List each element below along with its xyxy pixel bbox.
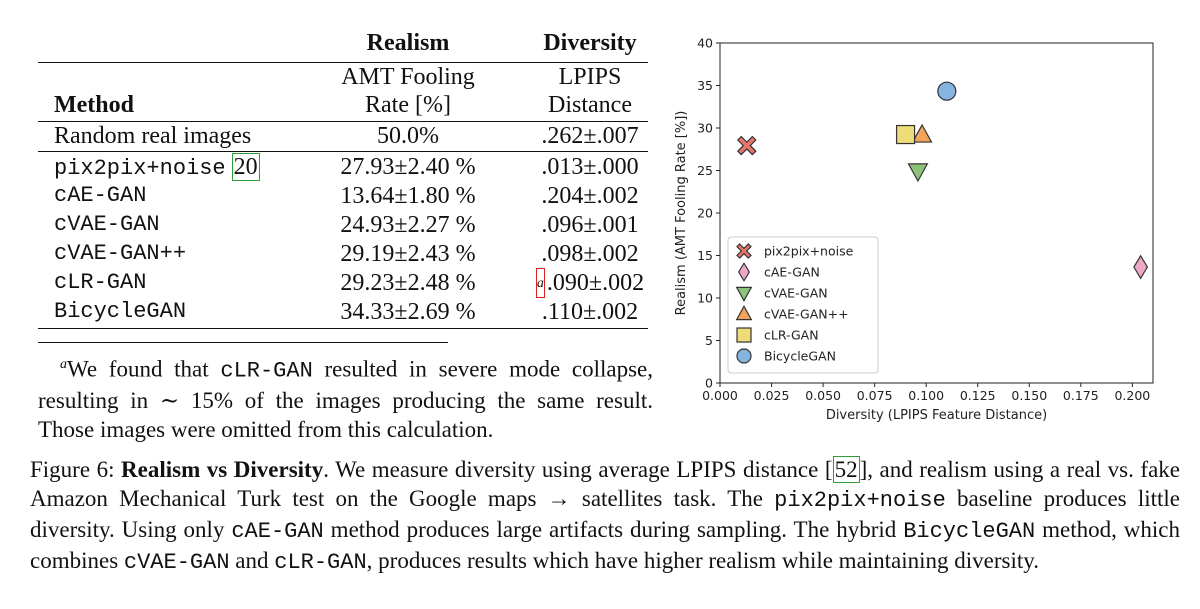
method-name: cVAE-GAN++ xyxy=(54,241,187,266)
caption-title: Realism vs Diversity xyxy=(121,457,324,482)
legend-label: cVAE-GAN++ xyxy=(764,307,849,322)
baseline-diversity: .262±.007 xyxy=(541,123,639,149)
realism-group-header: Realism xyxy=(366,30,450,56)
figure-caption: Figure 6: Realism vs Diversity. We measu… xyxy=(30,456,1181,575)
legend-marker xyxy=(736,243,752,259)
method-name: cAE-GAN xyxy=(54,183,147,208)
diversity-sub-header-1: LPIPS xyxy=(558,64,622,90)
legend-box xyxy=(727,236,879,374)
method-name: pix2pix+noise xyxy=(54,156,226,181)
realism-value: 29.19±2.43 % xyxy=(340,241,476,267)
citation-link[interactable]: 20 xyxy=(231,153,260,181)
x-tick-label: 0.025 xyxy=(754,388,790,403)
diversity-value: .110±.002 xyxy=(541,299,639,325)
legend-label: pix2pix+noise xyxy=(764,244,854,259)
realism-value: 13.64±1.80 % xyxy=(340,183,476,209)
data-point-cvae-gan xyxy=(907,163,929,183)
table-row: pix2pix+noise 20 27.93±2.40 % .013±.000 xyxy=(38,152,648,182)
baseline-method: Random real images xyxy=(54,123,252,149)
diversity-group-header: Diversity xyxy=(543,30,637,56)
y-tick-label: 5 xyxy=(705,333,713,348)
y-axis-label: Realism (AMT Fooling Rate [%]) xyxy=(674,111,689,316)
legend-label: BicycleGAN xyxy=(764,349,836,364)
baseline-rule xyxy=(38,151,648,152)
method-name: cLR-GAN xyxy=(54,270,147,295)
y-tick-label: 10 xyxy=(697,291,713,306)
data-point-pix2pix-noise xyxy=(736,135,757,156)
method-header: Method xyxy=(54,92,134,118)
diversity-sub-header-2: Distance xyxy=(548,92,632,118)
y-tick-label: 20 xyxy=(697,206,713,221)
y-tick-label: 30 xyxy=(697,121,713,136)
table-row: BicycleGAN 34.33±2.69 % .110±.002 xyxy=(38,297,648,327)
diversity-value: .098±.002 xyxy=(541,241,639,267)
method-name: cVAE-GAN xyxy=(54,212,160,237)
realism-diversity-scatter-chart: 0.000 0.025 0.050 0.075 0.100 0.125 0.150 0.175… xyxy=(674,36,1154,423)
x-tick-label: 0.175 xyxy=(1063,388,1099,403)
footnote-rule xyxy=(38,342,448,343)
x-tick-label: 0.125 xyxy=(960,388,996,403)
x-axis-label: Diversity (LPIPS Feature Distance) xyxy=(826,408,1047,423)
realism-value: 34.33±2.69 % xyxy=(340,299,476,325)
data-point-clr-gan xyxy=(895,124,916,145)
x-tick-label: 0.075 xyxy=(857,388,893,403)
diversity-value: .013±.000 xyxy=(541,154,639,180)
realism-value: 24.93±2.27 % xyxy=(340,212,476,238)
realism-value: 29.23±2.48 % xyxy=(340,270,476,296)
table-row: cLR-GAN 29.23±2.48 % a .090±.002 xyxy=(38,268,648,298)
realism-sub-header-1: AMT Fooling xyxy=(341,64,475,90)
citation-link[interactable]: 52 xyxy=(832,456,860,483)
y-tick-label: 35 xyxy=(697,78,713,93)
y-tick-label: 25 xyxy=(697,163,713,178)
footnote-link[interactable]: a xyxy=(535,268,545,298)
legend-marker xyxy=(738,262,750,282)
realism-sub-header-2: Rate [%] xyxy=(365,92,451,118)
legend-label: cLR-GAN xyxy=(764,328,819,343)
data-point-cae-gan xyxy=(1133,254,1149,280)
baseline-row: Random real images 50.0% .262±.007 xyxy=(38,121,648,151)
data-point-cvae-gan- xyxy=(911,123,933,143)
legend-marker xyxy=(735,305,753,321)
realism-value: 27.93±2.40 % xyxy=(340,154,476,180)
x-tick-label: 0.150 xyxy=(1011,388,1047,403)
data-point-bicyclegan xyxy=(937,81,957,101)
diversity-value: .204±.002 xyxy=(541,183,639,209)
diversity-value: a .090±.002 xyxy=(535,268,645,298)
y-tick-label: 40 xyxy=(697,36,713,51)
table-group-header: Realism Diversity xyxy=(38,28,648,58)
x-tick-label: 0.200 xyxy=(1114,388,1150,403)
x-tick-label: 0.100 xyxy=(908,388,944,403)
x-tick-label: 0.050 xyxy=(805,388,841,403)
y-tick-label: 0 xyxy=(705,376,713,391)
legend-label: cVAE-GAN xyxy=(764,286,828,301)
table-row: cVAE-GAN 24.93±2.27 % .096±.001 xyxy=(38,210,648,240)
table-row: cVAE-GAN++ 29.19±2.43 % .098±.002 xyxy=(38,239,648,269)
footnote-text: aWe found that cLR-GAN resulted in sever… xyxy=(38,356,653,442)
caption-label: Figure 6: xyxy=(30,457,122,482)
legend-marker xyxy=(736,348,752,364)
legend-marker xyxy=(736,327,752,343)
table-sub-header-1: AMT Fooling LPIPS xyxy=(38,62,648,92)
x-tick-label: 0.000 xyxy=(702,388,738,403)
footnote-mark: a xyxy=(60,357,67,372)
method-name: BicycleGAN xyxy=(54,299,187,324)
table-bottom-rule xyxy=(38,328,648,329)
legend-marker xyxy=(735,286,753,302)
table-sub-header-2: Method Rate [%] Distance xyxy=(38,90,648,120)
y-tick-label: 15 xyxy=(697,248,713,263)
diversity-value: .096±.001 xyxy=(541,212,639,238)
table-row: cAE-GAN 13.64±1.80 % .204±.002 xyxy=(38,181,648,211)
baseline-realism: 50.0% xyxy=(377,123,439,149)
table-top-rule xyxy=(38,62,648,63)
legend-label: cAE-GAN xyxy=(764,265,820,280)
header-rule xyxy=(38,121,648,122)
